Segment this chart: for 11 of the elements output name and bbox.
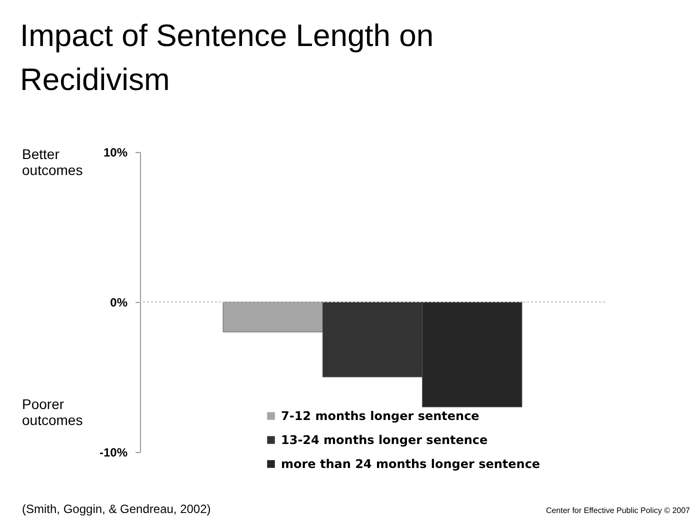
chart-title: Impact of Sentence Length on Recidivism (20, 18, 434, 97)
y-tick-label: 10% (103, 146, 128, 160)
legend-label: 7-12 months longer sentence (281, 409, 480, 423)
legend-label: 13-24 months longer sentence (281, 433, 488, 447)
text: (Smith, Goggin, & Gendreau, 2002) (22, 502, 211, 516)
y-tick-label: -10% (99, 446, 128, 460)
y-tick-label: 0% (110, 296, 128, 310)
legend-label: more than 24 months longer sentence (281, 457, 540, 471)
text: Center for Effective Public Policy © 2007 (546, 506, 691, 515)
text: Better outcomes (22, 146, 83, 178)
text: Poorer outcomes (22, 396, 83, 428)
